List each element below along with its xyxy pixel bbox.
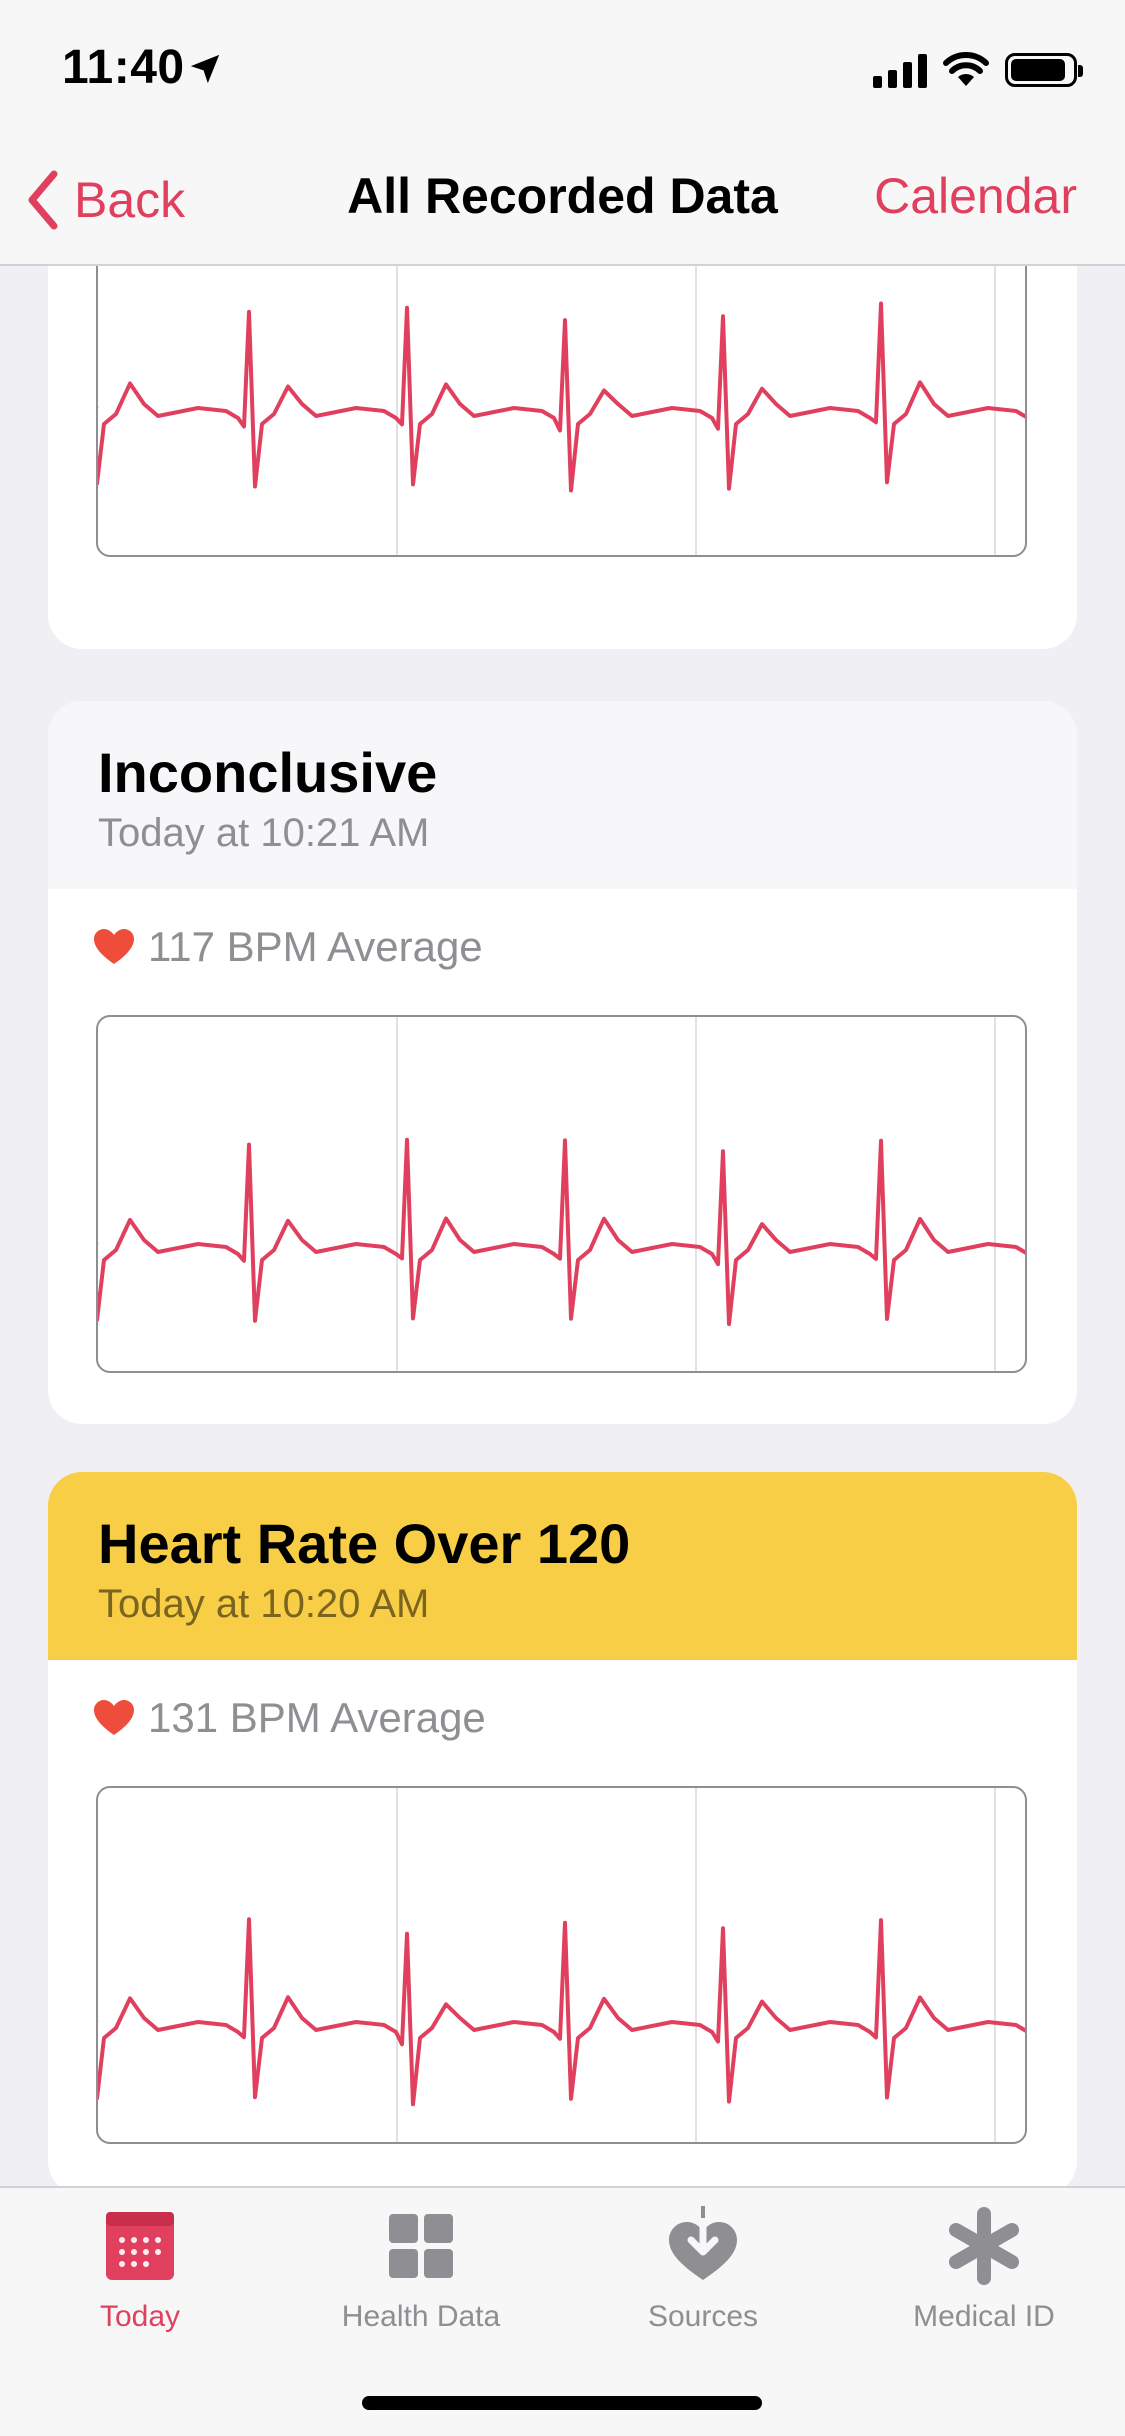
recording-card[interactable]: Inconclusive Today at 10:21 AM 117 BPM A… <box>48 701 1077 1424</box>
ecg-chart <box>96 1015 1027 1373</box>
tab-sources[interactable]: Sources <box>583 2206 823 2334</box>
bpm-average: 117 BPM Average <box>148 923 483 970</box>
bpm-average: 131 BPM Average <box>148 1694 486 1741</box>
ecg-waveform <box>98 1137 1025 1327</box>
heart-download-icon <box>669 2206 737 2280</box>
recording-time: Today at 10:21 AM <box>98 811 430 855</box>
card-header: Heart Rate Over 120 Today at 10:20 AM <box>48 1472 1077 1660</box>
ecg-chart <box>96 266 1027 557</box>
back-button[interactable]: Back <box>24 165 185 235</box>
card-header: Inconclusive Today at 10:21 AM <box>48 701 1077 889</box>
tab-label: Sources <box>647 2300 759 2333</box>
navigation-bar: Back All Recorded Data Calendar <box>0 135 1125 266</box>
recording-time: Today at 10:20 AM <box>98 1582 430 1626</box>
status-time: 11:40 <box>62 41 185 94</box>
recording-card[interactable]: Heart Rate Over 120 Today at 10:20 AM 13… <box>48 1472 1077 2186</box>
status-icons <box>873 48 1083 92</box>
tab-label: Health Data <box>341 2300 501 2333</box>
chevron-left-icon <box>28 170 58 230</box>
battery-icon <box>1005 53 1083 87</box>
back-label: Back <box>74 172 186 228</box>
calendar-button[interactable]: Calendar <box>874 168 1077 224</box>
ecg-trace <box>98 301 1025 493</box>
recording-classification: Heart Rate Over 120 <box>98 1512 631 1575</box>
cellular-signal-icon <box>873 52 927 88</box>
ecg-waveform <box>98 301 1025 493</box>
asterisk-icon <box>949 2207 1019 2285</box>
ecg-waveform <box>98 1917 1025 2107</box>
tab-medical-id[interactable]: Medical ID <box>864 2206 1104 2334</box>
grid-icon <box>389 2214 453 2278</box>
tab-health-data[interactable]: Health Data <box>301 2206 541 2334</box>
tab-label: Medical ID <box>913 2300 1055 2333</box>
recording-card[interactable] <box>48 266 1077 649</box>
tab-label: Today <box>99 2300 181 2333</box>
heart-icon <box>94 1700 134 1735</box>
status-bar: 11:40 <box>0 0 1125 135</box>
bpm-row: 117 BPM Average <box>94 923 483 971</box>
calendar-icon <box>106 2212 174 2280</box>
ecg-trace <box>98 1917 1025 2107</box>
page-title: All Recorded Data <box>347 168 778 224</box>
wifi-icon <box>943 52 989 86</box>
tab-bar: Today Health Data Sources <box>0 2186 1125 2436</box>
heart-icon <box>94 929 134 964</box>
recordings-list: Inconclusive Today at 10:21 AM 117 BPM A… <box>0 266 1125 2186</box>
tab-today[interactable]: Today <box>20 2206 260 2334</box>
home-indicator[interactable] <box>362 2396 762 2410</box>
bpm-row: 131 BPM Average <box>94 1694 486 1742</box>
ecg-chart <box>96 1786 1027 2144</box>
location-arrow-icon <box>190 54 220 84</box>
ecg-trace <box>98 1137 1025 1327</box>
recording-classification: Inconclusive <box>98 741 438 804</box>
